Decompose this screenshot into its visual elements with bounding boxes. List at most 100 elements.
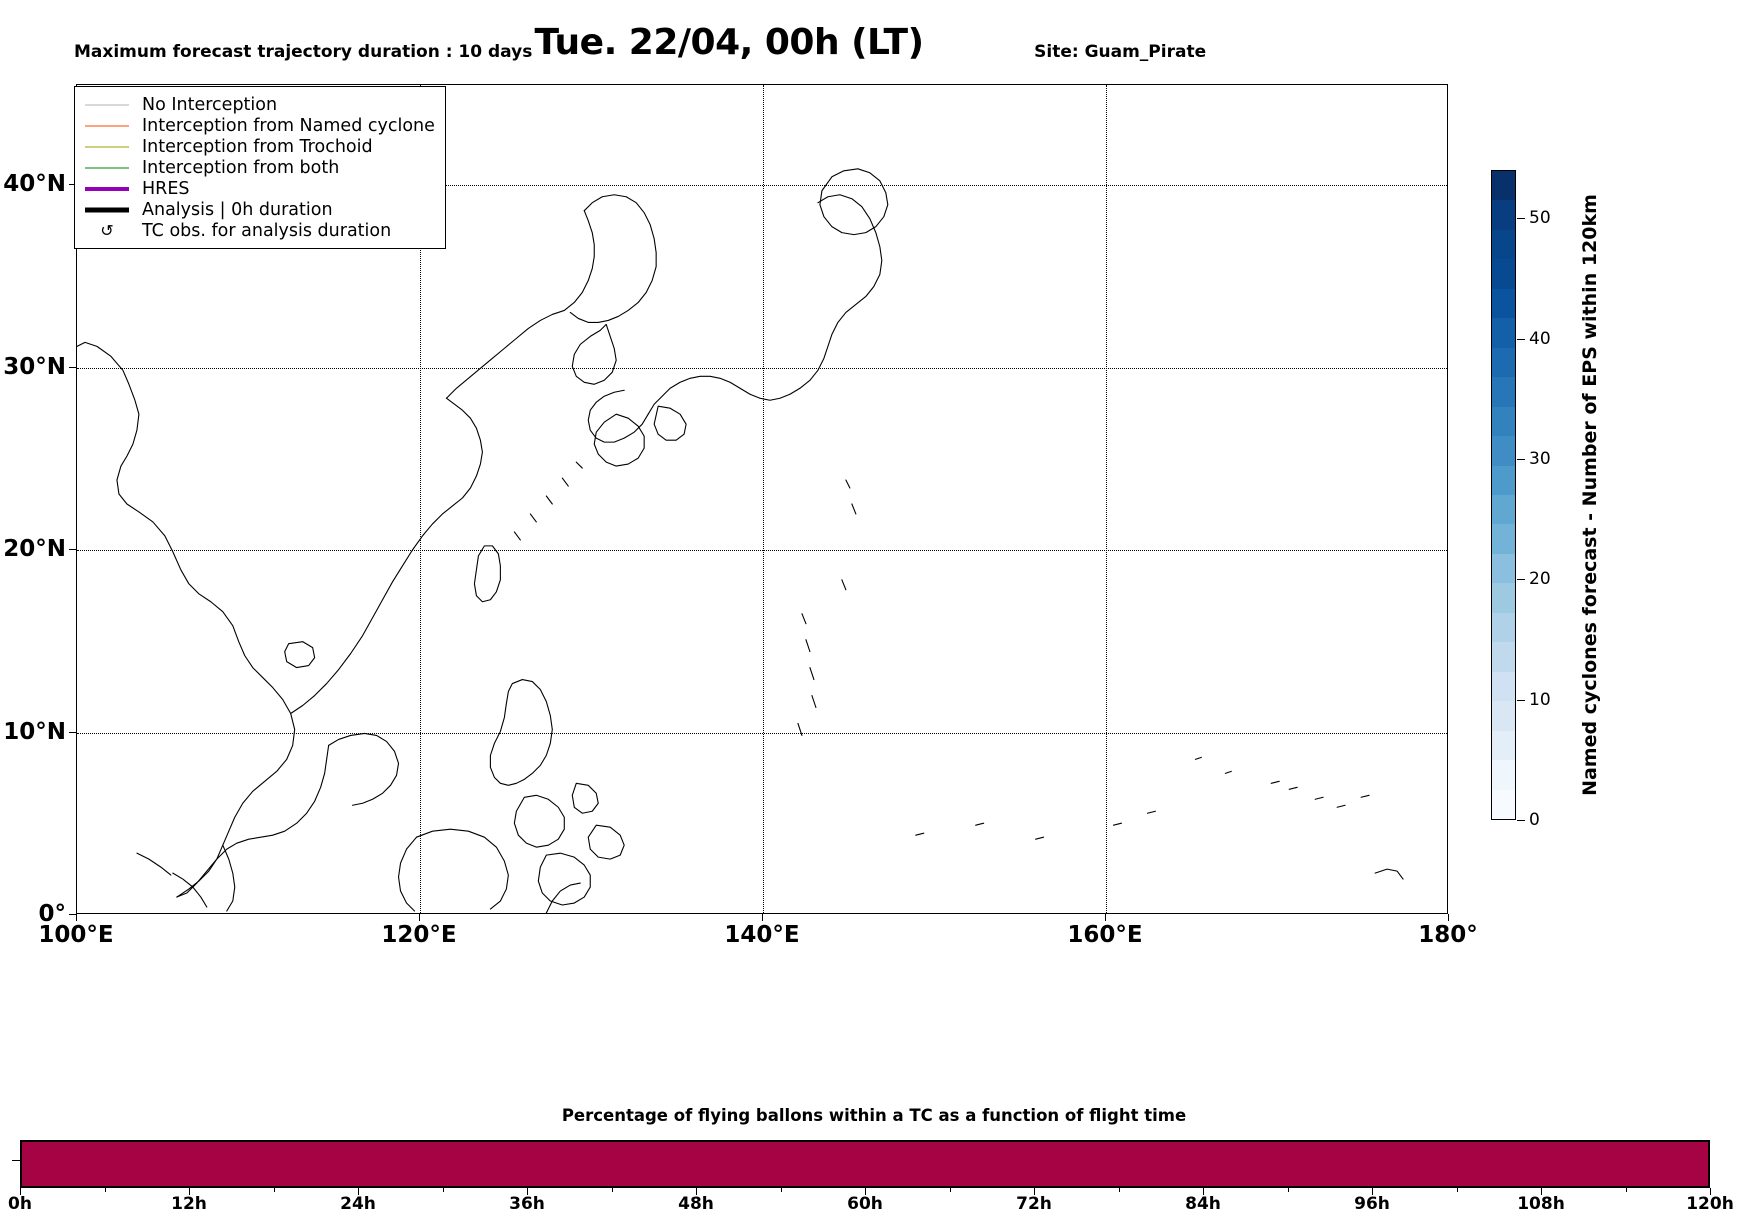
colorbar-ticklabel-30: 30 (1529, 448, 1551, 469)
percentage-minor-tick-6 (104, 1188, 106, 1192)
colorbar-eps-count[interactable] (1491, 170, 1516, 820)
percentage-segment-18 (1539, 1142, 1624, 1186)
colorbar-segment-16 (1492, 318, 1515, 348)
colorbar-ticklabel-50: 50 (1529, 208, 1551, 229)
percentage-minor-tick-30 (442, 1188, 444, 1192)
ytick-mark-10 (69, 731, 76, 733)
legend-marker-swatch: ↺ (100, 220, 114, 240)
ytick-mark-40 (69, 184, 76, 186)
xtick-mark-120 (419, 914, 420, 921)
gridline-lat-10 (77, 732, 1447, 734)
colorbar-tick-30 (1517, 458, 1525, 460)
percentage-ticklabel-12: 12h (171, 1194, 207, 1214)
colorbar-segment-10 (1492, 495, 1515, 525)
percentage-tick-108 (1541, 1188, 1542, 1195)
percentage-ticklabel-60: 60h (847, 1194, 883, 1214)
percentage-segment-12 (1033, 1142, 1118, 1186)
percentage-tick-84 (1203, 1188, 1204, 1195)
percentage-minor-tick-114 (1625, 1188, 1627, 1192)
colorbar-segment-0 (1492, 789, 1515, 819)
percentage-segment-10 (864, 1142, 950, 1186)
line-grey (82, 94, 132, 115)
legend-line-swatch (85, 125, 129, 126)
legend-item-4[interactable]: HRES (82, 178, 435, 199)
percentage-segment-2 (190, 1142, 275, 1186)
gridline-lat-40 (77, 185, 1447, 187)
xtick-mark-160 (1105, 914, 1106, 921)
colorbar-tick-40 (1517, 338, 1525, 340)
legend-item-label: Interception from Trochoid (142, 136, 373, 157)
percentage-ticklabel-36: 36h (509, 1194, 545, 1214)
gridline-lat-20 (77, 550, 1447, 552)
percentage-bar-ytick (12, 1160, 20, 1161)
colorbar-segment-4 (1492, 671, 1515, 702)
percentage-segment-17 (1455, 1142, 1540, 1186)
percentage-ticklabel-108: 108h (1517, 1194, 1565, 1214)
colorbar-ticklabel-40: 40 (1529, 328, 1551, 349)
ytick-mark-0 (69, 914, 76, 915)
percentage-ticklabel-48: 48h (678, 1194, 714, 1214)
colorbar-segment-5 (1492, 642, 1515, 672)
percentage-minor-tick-18 (273, 1188, 275, 1192)
colorbar-segment-18 (1492, 259, 1515, 289)
colorbar-segment-20 (1492, 200, 1515, 230)
percentage-minor-tick-90 (1287, 1188, 1289, 1192)
colorbar-ticklabel-0: 0 (1529, 810, 1540, 830)
percentage-minor-tick-54 (780, 1188, 782, 1192)
legend-item-5[interactable]: Analysis | 0h duration (82, 199, 435, 220)
legend-item-2[interactable]: Interception from Trochoid (82, 136, 435, 157)
page-title: Tue. 22/04, 00h (LT) (534, 22, 924, 63)
legend-item-0[interactable]: No Interception (82, 94, 435, 115)
percentage-tick-60 (865, 1188, 866, 1195)
meta-site: Site: Guam_Pirate (1034, 42, 1207, 62)
percentage-bar-title: Percentage of flying ballons within a TC… (561, 1106, 1187, 1125)
percentage-ticklabel-0: 0h (8, 1194, 32, 1214)
legend-item-3[interactable]: Interception from both (82, 157, 435, 178)
percentage-bar[interactable] (20, 1140, 1710, 1188)
percentage-ticklabel-120: 120h (1686, 1194, 1734, 1214)
line-olive (82, 136, 132, 157)
legend-item-label: Interception from Named cyclone (142, 115, 435, 136)
percentage-segment-13 (1117, 1142, 1203, 1186)
line-purple (82, 178, 132, 199)
percentage-segment-5 (443, 1142, 528, 1186)
percentage-segment-3 (274, 1142, 360, 1186)
percentage-segment-15 (1286, 1142, 1371, 1186)
percentage-segment-0 (22, 1142, 107, 1186)
legend-item-label: Analysis | 0h duration (142, 199, 333, 220)
percentage-segment-9 (780, 1142, 865, 1186)
gridline-lat-30 (77, 367, 1447, 369)
percentage-ticklabel-24: 24h (340, 1194, 376, 1214)
legend-item-1[interactable]: Interception from Named cyclone (82, 115, 435, 136)
xtick-mark-140 (762, 914, 763, 921)
colorbar-segment-11 (1492, 465, 1515, 496)
colorbar-segment-17 (1492, 288, 1515, 319)
percentage-segment-11 (949, 1142, 1034, 1186)
legend-item-label: No Interception (142, 94, 278, 115)
colorbar-tick-0 (1517, 820, 1525, 821)
percentage-ticklabel-96: 96h (1354, 1194, 1390, 1214)
legend-item-6[interactable]: ↺ TC obs. for analysis duration (82, 220, 435, 241)
gridline-lon-160 (1106, 85, 1107, 913)
percentage-segment-7 (612, 1142, 697, 1186)
legend-item-label: TC obs. for analysis duration (142, 220, 392, 241)
xtick-label-160: 160°E (1067, 922, 1143, 948)
xtick-mark-100 (76, 914, 77, 921)
xtick-label-140: 140°E (724, 922, 800, 948)
colorbar-segment-6 (1492, 612, 1515, 643)
colorbar-segment-9 (1492, 524, 1515, 554)
map-legend[interactable]: No Interception Interception from Named c… (74, 86, 446, 249)
ytick-label-10: 10°N (3, 718, 66, 745)
colorbar-ticklabel-20: 20 (1529, 569, 1551, 590)
line-black (82, 199, 132, 220)
percentage-tick-0 (20, 1188, 21, 1195)
colorbar-tick-20 (1517, 579, 1525, 581)
percentage-ticklabel-72: 72h (1016, 1194, 1052, 1214)
param-max-duration: Maximum forecast trajectory duration : 1… (74, 42, 533, 62)
colorbar-segment-21 (1492, 171, 1515, 201)
colorbar-ticklabel-10: 10 (1529, 689, 1551, 710)
colorbar-segment-12 (1492, 436, 1515, 466)
line-green (82, 157, 132, 178)
legend-item-label: Interception from both (142, 157, 340, 178)
percentage-minor-tick-102 (1456, 1188, 1458, 1192)
